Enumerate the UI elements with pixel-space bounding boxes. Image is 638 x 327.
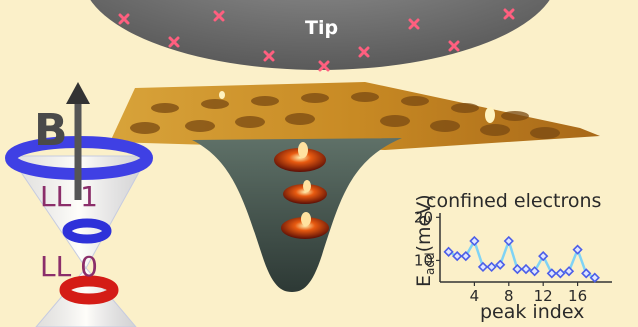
x-tick-label: 4 <box>470 287 480 305</box>
surface-honeycomb <box>130 92 560 139</box>
data-point-marker <box>443 246 454 257</box>
quantum-dot-state <box>281 217 329 239</box>
quantum-dot-state <box>274 148 326 172</box>
data-point-marker <box>512 263 523 275</box>
ll0-ring-red <box>59 275 119 305</box>
data-point-marker <box>495 259 506 270</box>
data-point-marker <box>538 250 549 262</box>
x-tick-label: 8 <box>504 287 514 305</box>
b-field-arrow-icon <box>66 82 90 104</box>
well-body <box>192 138 402 292</box>
y-tick-label: 10 <box>414 251 433 269</box>
chart-axes: 4 8 12 16 10 20 <box>414 208 612 305</box>
x-tick-label: 16 <box>568 287 587 305</box>
landau-cones: B LL 1 LL 0 <box>5 82 153 327</box>
y-axis-unit: (meV) <box>413 194 435 252</box>
data-point-marker <box>589 272 600 283</box>
chart-title: confined electrons <box>426 190 601 212</box>
quantum-dot-peak <box>298 142 308 158</box>
ll0-ring-blue <box>62 218 112 244</box>
data-point-marker <box>546 268 557 279</box>
quantum-dot-state <box>283 184 327 204</box>
ll0-label: LL 0 <box>40 250 98 283</box>
data-point-marker <box>520 263 532 275</box>
b-field-label: B <box>34 105 68 156</box>
tip-cross-marks <box>118 8 515 72</box>
data-point-marker <box>529 266 540 277</box>
inset-chart: confined electrons Eadd(meV) 4 8 12 161020 … <box>413 190 612 323</box>
chart-series <box>443 235 600 283</box>
quantum-dot-peak <box>303 180 311 192</box>
data-point-marker <box>581 268 592 279</box>
data-point-marker <box>469 235 480 247</box>
y-tick-label: 20 <box>414 208 433 226</box>
potential-well <box>192 138 402 292</box>
x-axis-label: peak index <box>480 301 584 323</box>
stm-tip: Tip <box>90 0 550 72</box>
data-point-marker <box>477 261 489 273</box>
tip-label: Tip <box>305 17 338 39</box>
surface-bump <box>485 107 495 123</box>
quantum-dot-peak <box>301 212 311 226</box>
ll1-label: LL 1 <box>40 180 98 213</box>
tip-sphere <box>90 0 550 70</box>
data-point-marker <box>486 261 497 273</box>
data-point-marker <box>555 268 566 279</box>
y-axis-subscript: add <box>423 252 437 275</box>
data-point-marker <box>572 244 583 255</box>
x-tick-label: 12 <box>534 287 553 305</box>
data-point-marker <box>503 235 514 247</box>
data-point-marker <box>563 266 575 277</box>
surface-bump <box>219 91 225 99</box>
data-point-marker <box>452 250 463 262</box>
y-axis-label: Eadd(meV) <box>413 194 437 287</box>
data-point-marker <box>460 250 471 262</box>
surface-sheet <box>110 82 600 150</box>
graphene-surface <box>110 82 600 150</box>
y-axis-symbol: E <box>413 275 435 287</box>
